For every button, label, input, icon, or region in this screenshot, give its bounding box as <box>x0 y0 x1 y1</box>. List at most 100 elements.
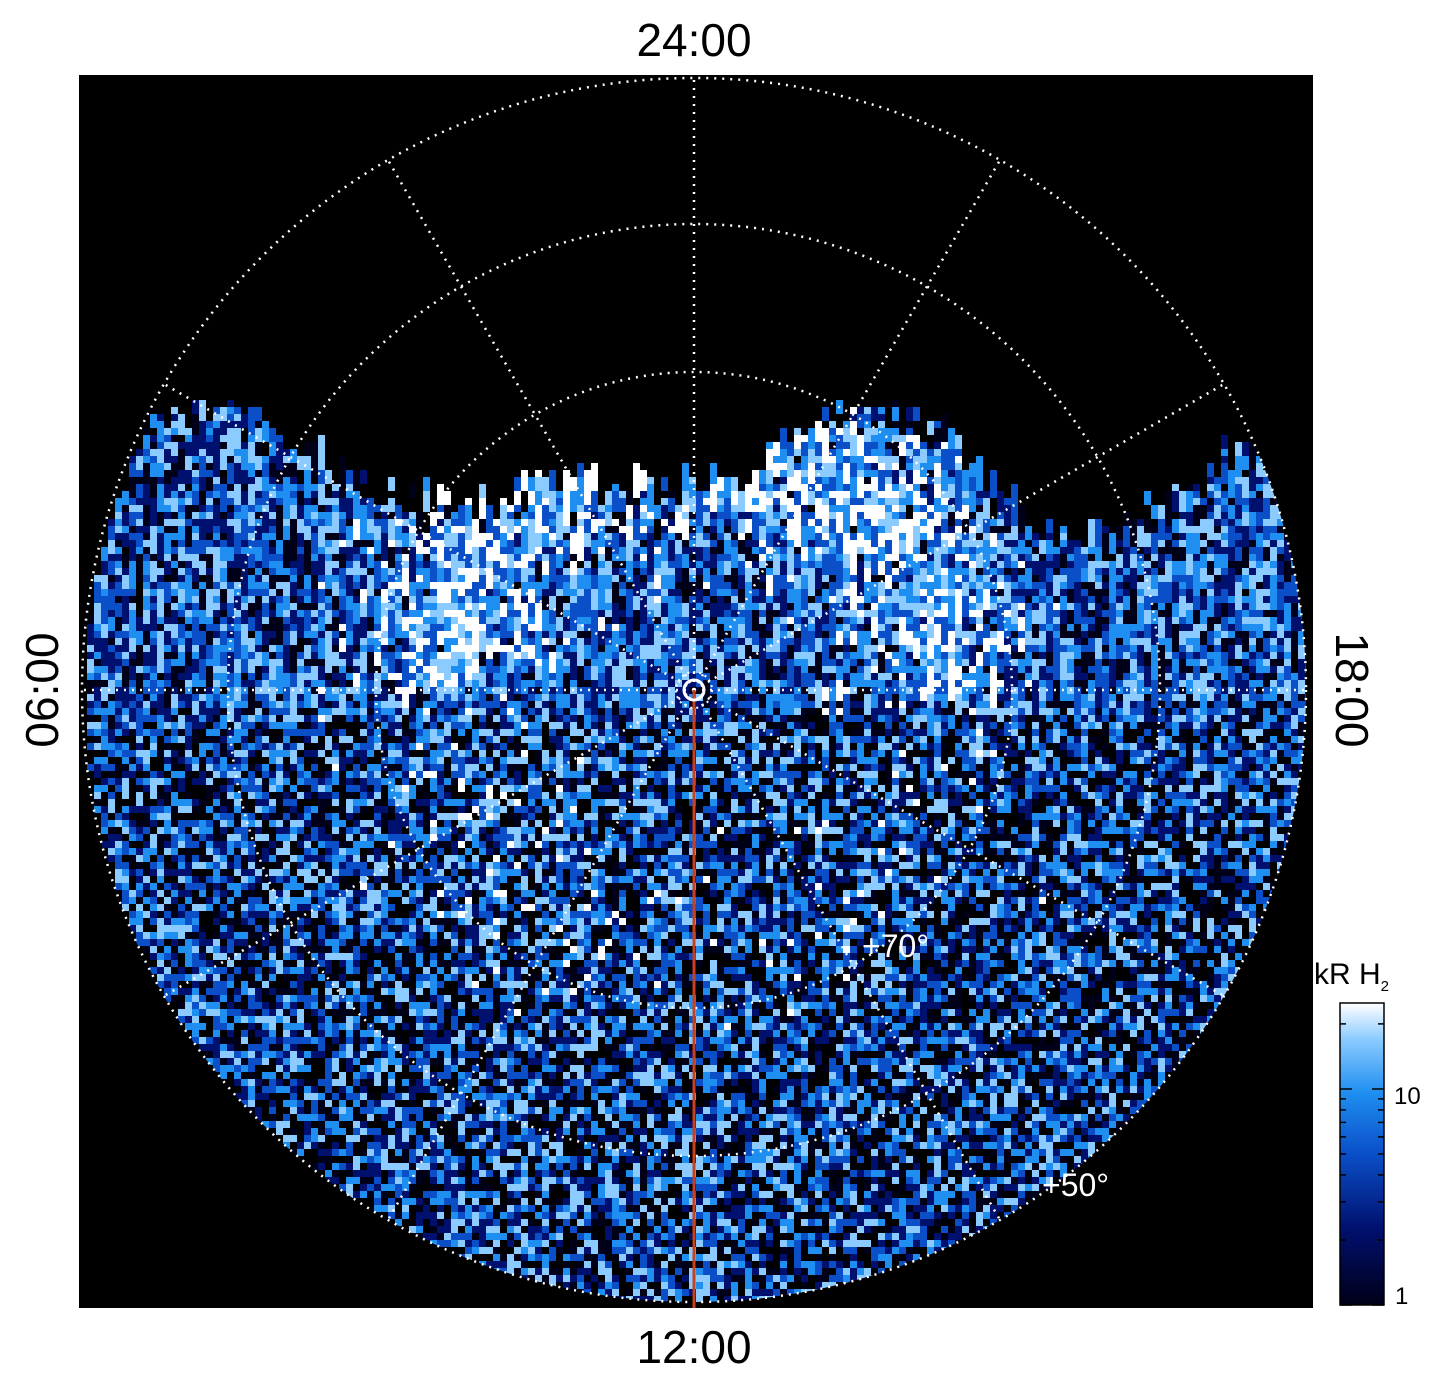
emission-cell <box>1235 715 1242 722</box>
emission-cell <box>1165 540 1172 554</box>
emission-cell <box>241 414 248 428</box>
emission-cell <box>1242 708 1249 715</box>
emission-cell <box>220 421 227 435</box>
emission-cell <box>1172 729 1179 736</box>
emission-cell <box>87 722 94 729</box>
emission-cell <box>542 617 549 631</box>
emission-cell <box>1116 701 1123 708</box>
emission-cell <box>661 708 668 715</box>
emission-cell <box>332 715 339 722</box>
emission-cell <box>752 701 759 708</box>
emission-cell <box>430 701 437 708</box>
emission-cell <box>941 659 948 673</box>
emission-cell <box>185 729 192 736</box>
emission-cell <box>752 715 759 722</box>
emission-cell <box>213 729 220 736</box>
emission-cell <box>640 701 647 708</box>
emission-cell <box>164 694 171 708</box>
emission-cell <box>388 477 395 491</box>
emission-cell <box>1144 575 1151 589</box>
emission-cell <box>1095 722 1102 729</box>
emission-cell <box>717 652 724 680</box>
emission-cell <box>1235 505 1242 526</box>
emission-cell <box>556 729 563 736</box>
emission-cell <box>1221 708 1228 715</box>
emission-cell <box>703 512 710 526</box>
emission-cell <box>542 701 549 708</box>
emission-cell <box>808 729 815 736</box>
emission-cell <box>206 701 213 708</box>
emission-cell <box>367 722 374 729</box>
emission-cell <box>542 505 549 526</box>
emission-cell <box>262 519 269 533</box>
emission-cell <box>283 722 290 729</box>
emission-cell <box>752 519 759 533</box>
emission-cell <box>997 701 1004 708</box>
emission-cell <box>241 701 248 708</box>
emission-cell <box>934 498 941 512</box>
emission-cell <box>318 470 325 491</box>
emission-cell <box>150 701 157 708</box>
emission-cell <box>808 547 815 561</box>
emission-cell <box>500 729 507 736</box>
emission-cell <box>1270 701 1277 708</box>
emission-cell <box>269 708 276 715</box>
emission-cell <box>360 470 367 484</box>
emission-cell <box>129 568 136 589</box>
emission-cell <box>724 701 731 708</box>
emission-cell <box>1053 645 1060 659</box>
emission-cell <box>500 505 507 526</box>
emission-cell <box>892 589 899 603</box>
emission-cell <box>423 701 430 708</box>
emission-cell <box>535 708 542 715</box>
emission-cell <box>780 722 787 729</box>
emission-cell <box>731 722 738 729</box>
emission-cell <box>451 701 458 708</box>
emission-cell <box>1256 701 1263 708</box>
emission-cell <box>948 722 955 729</box>
emission-cell <box>276 708 283 715</box>
emission-cell <box>234 729 241 736</box>
emission-cell <box>1179 631 1186 645</box>
emission-cell <box>696 729 703 736</box>
emission-cell <box>983 729 990 736</box>
emission-cell <box>703 722 710 729</box>
emission-cell <box>990 722 997 729</box>
emission-cell <box>731 701 738 708</box>
emission-cell <box>101 729 108 736</box>
emission-cell <box>535 701 542 708</box>
emission-cell <box>164 449 171 470</box>
emission-cell <box>248 708 255 715</box>
emission-cell <box>395 694 402 729</box>
emission-cell <box>199 400 206 428</box>
emission-cell <box>353 701 360 708</box>
emission-cell <box>1270 484 1277 505</box>
emission-cell <box>297 715 304 722</box>
emission-cell <box>626 491 633 512</box>
emission-cell <box>906 701 913 708</box>
emission-cell <box>199 701 206 708</box>
emission-cell <box>962 715 969 722</box>
emission-cell <box>1291 708 1298 715</box>
emission-cell <box>801 442 808 456</box>
emission-cell <box>94 701 101 708</box>
emission-cell <box>423 477 430 498</box>
emission-cell <box>1123 701 1130 708</box>
emission-cell <box>276 701 283 708</box>
emission-cell <box>969 708 976 715</box>
emission-cell <box>549 596 556 610</box>
emission-cell <box>1249 498 1256 519</box>
emission-cell <box>794 722 801 729</box>
emission-cell <box>871 729 878 736</box>
emission-cell <box>808 722 815 729</box>
emission-cell <box>1088 701 1095 708</box>
emission-cell <box>584 729 591 736</box>
emission-cell <box>465 708 472 715</box>
emission-cell <box>794 491 801 512</box>
emission-cell <box>521 554 528 568</box>
emission-cell <box>87 715 94 722</box>
emission-cell <box>927 722 934 729</box>
emission-cell <box>143 701 150 708</box>
emission-cell <box>199 589 206 610</box>
emission-cell <box>983 540 990 561</box>
